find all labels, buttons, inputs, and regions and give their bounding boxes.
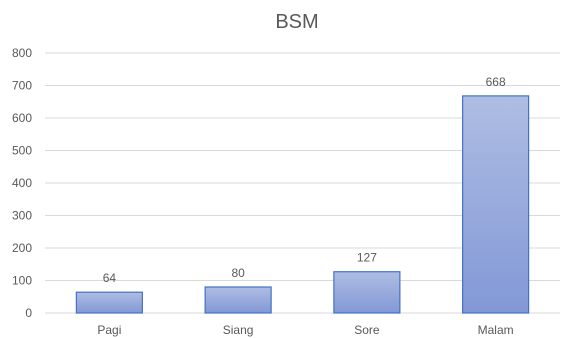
y-tick-label: 200	[12, 241, 32, 255]
bar-siang	[204, 286, 272, 314]
x-category-label: Sore	[354, 323, 380, 337]
x-axis-categories: Pagi Siang Sore Malam	[97, 323, 513, 337]
bar-malam	[462, 95, 530, 314]
bar-pagi	[75, 291, 143, 314]
data-label: 668	[486, 75, 506, 89]
data-label: 127	[357, 251, 377, 265]
data-label: 80	[231, 266, 245, 280]
x-category-label: Pagi	[97, 323, 121, 337]
x-category-label: Malam	[478, 323, 514, 337]
data-labels: 64 80 127 668	[103, 75, 506, 285]
y-axis-ticks: 0 100 200 300 400 500 600 700 800	[12, 46, 32, 320]
y-tick-label: 300	[12, 209, 32, 223]
bars	[75, 95, 530, 314]
y-tick-label: 400	[12, 176, 32, 190]
x-category-label: Siang	[223, 323, 254, 337]
bar-sore	[333, 271, 401, 314]
y-tick-label: 700	[12, 79, 32, 93]
gridlines	[45, 52, 560, 314]
y-tick-label: 0	[25, 306, 32, 320]
y-tick-label: 800	[12, 46, 32, 60]
chart-title: BSM	[275, 11, 318, 33]
y-tick-label: 600	[12, 111, 32, 125]
data-label: 64	[103, 271, 117, 285]
y-tick-label: 500	[12, 144, 32, 158]
y-tick-label: 100	[12, 274, 32, 288]
